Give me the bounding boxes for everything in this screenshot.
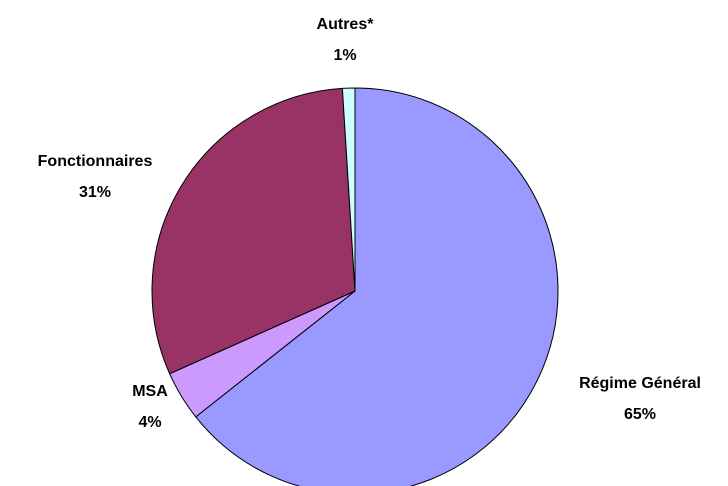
slice-value-label: 4% <box>138 414 161 431</box>
pie-slice <box>341 87 356 292</box>
slice-value-label: 1% <box>333 47 356 64</box>
slice-value-label: 31% <box>79 184 111 201</box>
slice-label: Autres* <box>317 16 375 33</box>
slice-label: MSA <box>132 383 168 400</box>
pie-slice <box>151 87 356 375</box>
pie-slice <box>195 87 559 486</box>
slice-label: Régime Général <box>579 375 701 392</box>
slice-label: Fonctionnaires <box>38 153 153 170</box>
slice-value-label: 65% <box>624 406 656 423</box>
